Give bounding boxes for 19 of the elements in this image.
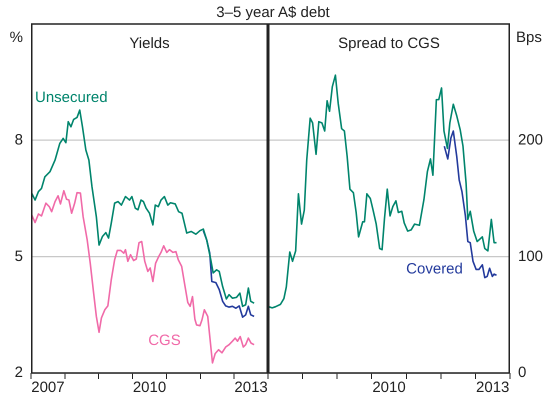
chart-subtitle: 3–5 year A$ debt [215, 4, 331, 21]
y-tick-label: 8 [14, 131, 23, 148]
x-tick-label: 2013 [476, 379, 510, 396]
y-axis-title: % [10, 29, 23, 46]
series-label: Covered [406, 260, 463, 278]
y-tick-label: 200 [518, 131, 544, 148]
y-tick-label: 0 [518, 364, 526, 382]
y-tick-label: 5 [14, 248, 23, 265]
series-label: CGS [148, 332, 181, 350]
text: Spread to CGS [338, 35, 440, 52]
text: Yields [129, 35, 170, 52]
series-label: Unsecured [34, 89, 108, 106]
y-tick-label: 2 [14, 364, 23, 382]
y-axis-title: Bps [516, 29, 542, 46]
x-tick-label: 2013 [234, 379, 268, 396]
x-tick-label: 2010 [132, 379, 166, 396]
x-tick-label: 2007 [31, 379, 65, 396]
y-tick-label: 100 [518, 248, 544, 265]
x-tick-label: 2010 [372, 379, 406, 396]
